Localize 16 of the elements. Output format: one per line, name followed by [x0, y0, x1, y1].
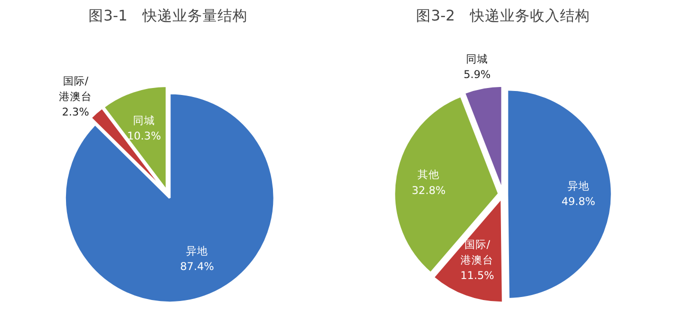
- slice-label: 异地: [186, 244, 208, 258]
- slice-label: 同城: [466, 52, 488, 66]
- slice-label: 国际/港澳台: [59, 74, 92, 104]
- data-label: 11.5%: [460, 269, 494, 282]
- data-label: 5.9%: [464, 68, 491, 81]
- slice-label: 国际/港澳台: [460, 238, 494, 266]
- data-label: 2.3%: [62, 106, 90, 119]
- chart-title: 图3-1 快递业务量结构: [88, 8, 248, 24]
- data-label: 10.3%: [127, 129, 161, 142]
- data-label: 49.8%: [561, 195, 596, 208]
- slice-label: 异地: [567, 180, 590, 193]
- data-label: 32.8%: [412, 184, 446, 197]
- chart-title: 图3-2 快递业务收入结构: [416, 8, 590, 24]
- slice-label: 同城: [133, 114, 156, 127]
- slice-label: 其他: [418, 168, 440, 182]
- data-label: 87.4%: [180, 260, 214, 274]
